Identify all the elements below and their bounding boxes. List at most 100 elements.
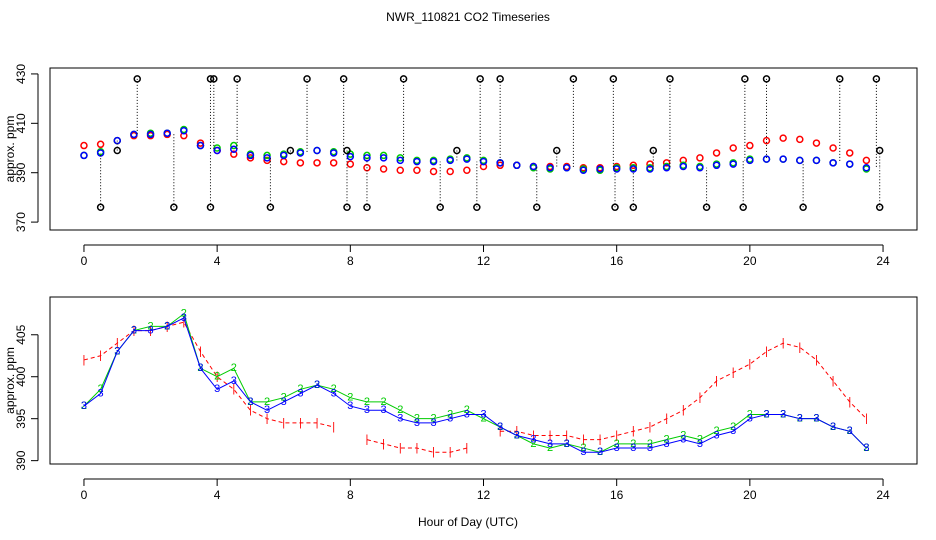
data-marker: | <box>865 413 868 425</box>
data-marker: | <box>366 434 369 446</box>
data-marker: 3 <box>797 413 803 425</box>
data-marker: | <box>615 429 618 441</box>
data-marker: 2 <box>281 392 287 404</box>
data-marker: 2 <box>480 413 486 425</box>
data-point <box>741 75 749 83</box>
data-point <box>230 145 238 153</box>
data-marker: | <box>232 383 235 395</box>
data-point <box>702 203 711 212</box>
data-point <box>712 161 721 170</box>
data-point <box>329 149 338 157</box>
data-point <box>263 151 271 160</box>
data-point <box>649 146 658 155</box>
y-tick-label: 390 <box>14 162 28 182</box>
data-marker: 3 <box>530 434 536 446</box>
data-marker: 3 <box>214 383 220 395</box>
data-marker: | <box>782 337 785 349</box>
data-point <box>629 161 638 170</box>
data-marker: | <box>249 404 252 416</box>
data-point <box>552 146 561 155</box>
data-point <box>379 165 388 173</box>
data-marker: 3 <box>680 434 686 446</box>
data-marker: 2 <box>730 421 736 433</box>
data-point <box>429 157 438 166</box>
data-marker: 3 <box>314 379 320 391</box>
data-marker: | <box>449 446 452 458</box>
data-marker: 3 <box>664 438 670 450</box>
data-marker: | <box>599 434 602 446</box>
x-axis-label: Hour of Day (UTC) <box>418 515 518 529</box>
data-marker: 3 <box>780 408 786 420</box>
data-point <box>569 75 578 83</box>
data-point <box>862 156 871 165</box>
data-marker: 2 <box>181 308 187 320</box>
data-marker: | <box>332 421 335 433</box>
x-tick-label: 4 <box>214 488 221 502</box>
data-marker: 3 <box>447 413 453 425</box>
data-point <box>696 164 704 172</box>
data-point <box>872 75 881 83</box>
data-point <box>413 157 421 166</box>
data-point <box>845 160 854 168</box>
data-marker: 3 <box>414 417 420 429</box>
y-tick-label: 390 <box>14 450 28 470</box>
x-tick-label: 0 <box>81 488 88 502</box>
data-point <box>546 164 554 172</box>
data-point <box>496 159 504 167</box>
data-point <box>96 140 105 149</box>
data-marker: 3 <box>647 442 653 454</box>
data-marker: | <box>199 345 202 357</box>
data-marker: 3 <box>114 345 120 357</box>
data-point <box>180 126 188 135</box>
data-marker: | <box>832 375 835 387</box>
data-point <box>596 165 604 173</box>
data-point <box>196 141 205 150</box>
data-point <box>163 129 171 137</box>
data-point <box>363 154 371 162</box>
data-point <box>113 146 122 155</box>
data-point <box>396 166 405 174</box>
data-point <box>762 155 771 163</box>
data-point <box>146 130 155 139</box>
data-point <box>313 146 321 155</box>
data-marker: 3 <box>247 396 253 408</box>
data-marker: 2 <box>98 383 104 395</box>
data-point <box>496 75 504 83</box>
x-tick-label: 16 <box>610 254 624 268</box>
data-point <box>80 151 88 160</box>
plot-frame <box>49 67 918 231</box>
data-point <box>611 203 619 212</box>
data-point <box>845 149 854 157</box>
data-marker: | <box>848 396 851 408</box>
data-point <box>379 154 388 162</box>
data-marker: 3 <box>264 404 270 416</box>
data-marker: | <box>698 392 701 404</box>
data-marker: 3 <box>580 446 586 458</box>
data-point <box>666 75 674 83</box>
data-point <box>762 75 771 83</box>
data-point <box>230 150 238 158</box>
data-marker: 3 <box>813 413 819 425</box>
data-marker: 3 <box>480 408 486 420</box>
data-point <box>679 162 688 171</box>
data-point <box>696 154 704 162</box>
data-marker: 3 <box>614 442 620 454</box>
data-point <box>246 154 255 162</box>
series-line <box>83 317 867 453</box>
data-point <box>646 160 654 168</box>
data-marker: 3 <box>197 362 203 374</box>
data-point <box>279 157 288 166</box>
data-point <box>529 162 538 171</box>
data-marker: 3 <box>430 417 436 429</box>
y-tick-label: 410 <box>14 113 28 133</box>
data-point <box>363 203 371 212</box>
data-marker: | <box>316 417 319 429</box>
data-point <box>829 159 837 167</box>
x-tick-label: 20 <box>743 488 757 502</box>
data-point <box>662 164 671 172</box>
data-point <box>875 203 884 212</box>
data-point <box>339 75 348 83</box>
data-marker: | <box>632 425 635 437</box>
data-point <box>296 149 305 157</box>
data-point <box>779 134 787 142</box>
